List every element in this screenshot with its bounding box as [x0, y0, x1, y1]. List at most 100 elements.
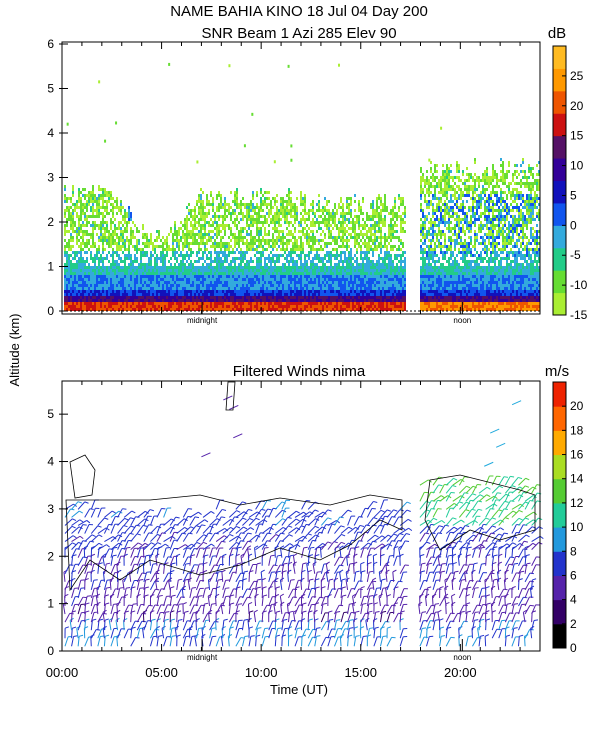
wind-barb	[522, 612, 526, 623]
wind-barb	[511, 620, 517, 631]
wind-barb	[96, 587, 99, 598]
wind-barb	[524, 572, 531, 583]
colorbar-swatch	[553, 430, 566, 456]
wind-barb	[472, 533, 479, 542]
wind-barb	[511, 572, 517, 583]
wind-barb	[183, 543, 192, 551]
wind-barb	[241, 571, 245, 582]
wind-barb	[425, 572, 431, 582]
wind-barb	[163, 604, 168, 615]
wind-barb	[432, 500, 438, 510]
wind-barb	[189, 542, 198, 550]
wind-barb	[478, 612, 484, 623]
wind-barb	[194, 636, 197, 647]
wind-barb	[84, 596, 88, 607]
wind-barb	[261, 527, 271, 534]
wind-barb	[518, 597, 524, 607]
wind-barb	[143, 572, 148, 582]
wind-barb	[102, 555, 105, 566]
wind-barb	[511, 503, 521, 510]
wind-barb	[294, 540, 300, 550]
wind-barb	[255, 628, 258, 639]
wind-barb	[471, 563, 475, 574]
wind-barb	[452, 501, 460, 510]
wind-barb	[371, 579, 375, 590]
wind-barb	[472, 547, 476, 558]
colorbar-tick-label: 2	[570, 617, 577, 631]
wind-barb	[222, 534, 231, 542]
wind-barb	[136, 572, 143, 583]
wind-barb	[182, 556, 189, 566]
wind-barb	[195, 604, 202, 615]
wind-barb	[248, 588, 254, 599]
wind-barb	[103, 580, 108, 591]
wind-barb	[255, 620, 260, 631]
wind-barb	[491, 579, 495, 590]
wind-barb	[116, 604, 119, 615]
wind-barb	[209, 556, 213, 566]
wind-barb	[386, 580, 392, 591]
wind-barb	[340, 556, 347, 566]
wind-barb	[491, 540, 498, 550]
wind-barb	[235, 540, 241, 550]
wind-barb	[445, 532, 451, 542]
wind-barb	[196, 541, 204, 550]
wind-barb	[209, 547, 213, 558]
wind-barb	[195, 564, 200, 574]
wind-barb	[347, 548, 352, 558]
wind-barb	[274, 571, 278, 582]
wind-barb	[380, 564, 386, 575]
wind-barb	[518, 620, 523, 631]
wind-barb	[130, 548, 135, 558]
wind-barb	[222, 518, 231, 526]
wind-barb	[64, 636, 69, 647]
wind-barb	[445, 563, 450, 574]
wind-barb	[524, 596, 530, 607]
wind-barb	[274, 555, 278, 566]
wind-barb	[445, 508, 451, 518]
wind-barb	[123, 604, 130, 615]
wind-barb	[345, 571, 349, 582]
wind-barb	[90, 629, 97, 639]
wind-barb	[209, 524, 214, 534]
wind-barb	[215, 499, 221, 510]
wind-barb	[222, 620, 225, 631]
wind-barb	[77, 580, 82, 591]
wind-barb	[274, 587, 277, 598]
wind-barb	[196, 534, 205, 542]
wind-barb	[90, 612, 95, 623]
wind-barb	[169, 628, 173, 639]
wind-barb	[307, 518, 316, 526]
wind-barb	[320, 563, 325, 574]
wind-barb	[97, 613, 104, 623]
wind-barb	[136, 525, 144, 534]
wind-barb	[97, 507, 102, 518]
wind-barb	[294, 628, 298, 639]
wind-barb	[399, 596, 404, 607]
wind-barb	[491, 492, 498, 502]
wind-barb	[182, 526, 191, 534]
wind-barb	[222, 596, 227, 607]
wind-barb	[320, 524, 327, 534]
wind-barb	[478, 540, 485, 550]
wind-barb	[261, 604, 268, 615]
wind-barb	[103, 524, 110, 534]
snr-title: SNR Beam 1 Azi 285 Elev 90	[201, 25, 396, 42]
wind-barb	[287, 580, 292, 591]
wind-barb	[195, 580, 201, 591]
wind-barb	[235, 596, 241, 607]
wind-barb	[340, 612, 345, 623]
wind-barb	[169, 540, 175, 550]
wind-barb	[71, 596, 76, 607]
wind-barb	[320, 541, 329, 550]
wind-barb	[130, 533, 138, 542]
wind-barb	[215, 527, 225, 534]
wind-barb	[301, 563, 304, 574]
wind-barb	[77, 540, 84, 550]
wind-barb	[161, 628, 165, 639]
wind-barb	[254, 547, 257, 558]
wind-barb	[426, 524, 432, 534]
x-tick-label: 10:00	[245, 665, 278, 680]
wind-barb	[202, 613, 209, 623]
wind-barb	[511, 596, 517, 607]
